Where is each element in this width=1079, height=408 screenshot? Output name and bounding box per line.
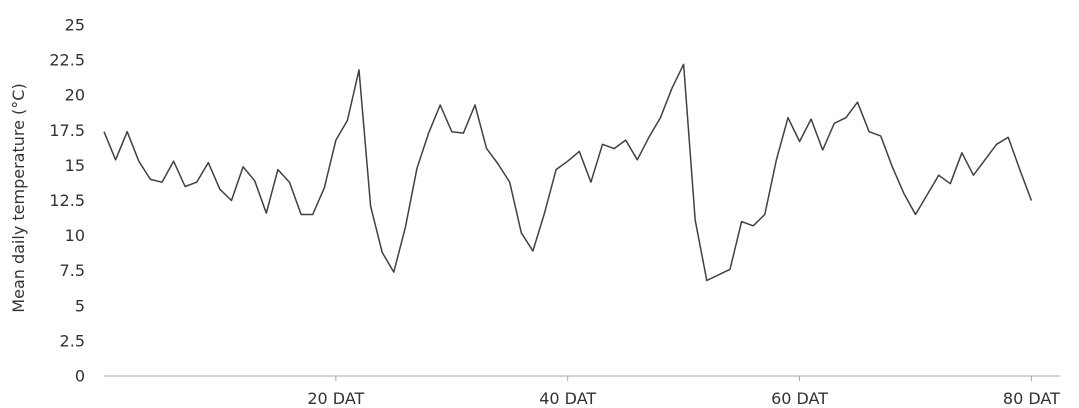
x-tick-label: 20 DAT bbox=[307, 389, 364, 408]
plot-area bbox=[103, 63, 1033, 282]
y-tick-labels: 0 2.5 5 7.5 10 12.5 15 17.5 20 22.5 25 bbox=[49, 16, 85, 386]
y-tick-label: 10 bbox=[65, 226, 85, 245]
x-axis bbox=[104, 375, 1060, 381]
y-tick-label: 20 bbox=[65, 86, 85, 105]
y-tick-label: 12.5 bbox=[49, 191, 85, 210]
x-tick-label: 60 DAT bbox=[771, 389, 828, 408]
y-tick-label: 22.5 bbox=[49, 51, 85, 70]
x-tick-label: 40 DAT bbox=[539, 389, 596, 408]
y-tick-label: 15 bbox=[65, 156, 85, 175]
y-tick-label: 7.5 bbox=[60, 261, 85, 280]
y-tick-label: 25 bbox=[65, 16, 85, 35]
y-tick-label: 0 bbox=[75, 367, 85, 386]
x-tick-label: 80 DAT bbox=[1003, 389, 1060, 408]
y-tick-label: 2.5 bbox=[60, 331, 85, 350]
y-axis-title: Mean daily temperature (°C) bbox=[9, 83, 28, 312]
y-tick-label: 17.5 bbox=[49, 121, 85, 140]
series-line bbox=[103, 63, 1033, 282]
x-tick-labels: 20 DAT 40 DAT 60 DAT 80 DAT bbox=[307, 389, 1060, 408]
y-axis-title-group: Mean daily temperature (°C) bbox=[9, 83, 28, 312]
y-tick-label: 5 bbox=[75, 296, 85, 315]
